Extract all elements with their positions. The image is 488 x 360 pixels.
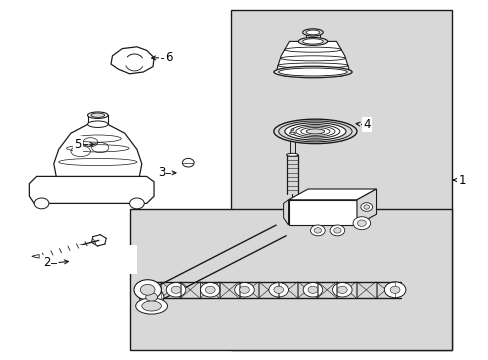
Bar (230, 10, 451, 350)
Ellipse shape (136, 298, 167, 314)
Polygon shape (29, 176, 154, 203)
Circle shape (337, 286, 346, 293)
Ellipse shape (142, 301, 161, 311)
Ellipse shape (278, 121, 351, 142)
Circle shape (357, 220, 366, 226)
Circle shape (140, 284, 155, 295)
Bar (220, 282, 238, 298)
Text: 6: 6 (164, 51, 172, 64)
Circle shape (145, 293, 157, 301)
Bar (376, 282, 394, 298)
Ellipse shape (302, 29, 323, 36)
Circle shape (273, 286, 283, 293)
Bar (24, 245, 137, 274)
Ellipse shape (305, 129, 324, 134)
Text: 2: 2 (42, 256, 50, 269)
Ellipse shape (289, 132, 295, 134)
Ellipse shape (278, 68, 346, 76)
Circle shape (34, 198, 49, 209)
Bar (129, 209, 451, 350)
Ellipse shape (295, 126, 334, 137)
Polygon shape (356, 189, 376, 225)
Bar (239, 282, 258, 298)
Circle shape (239, 286, 249, 293)
Ellipse shape (286, 153, 298, 156)
Ellipse shape (273, 66, 351, 78)
Bar (200, 282, 219, 298)
Polygon shape (283, 200, 288, 225)
Circle shape (352, 217, 370, 230)
Ellipse shape (298, 37, 327, 45)
Circle shape (303, 283, 322, 297)
Bar (298, 282, 316, 298)
Circle shape (171, 286, 181, 293)
Ellipse shape (302, 39, 323, 44)
Circle shape (307, 286, 317, 293)
Ellipse shape (87, 112, 108, 118)
Circle shape (129, 198, 144, 209)
Bar (161, 282, 180, 298)
Text: 5: 5 (74, 138, 82, 150)
Circle shape (333, 228, 340, 233)
Circle shape (109, 42, 160, 80)
Circle shape (234, 283, 254, 297)
Circle shape (389, 286, 399, 293)
Circle shape (332, 283, 351, 297)
Bar (356, 282, 375, 298)
Ellipse shape (300, 127, 329, 135)
Bar (181, 282, 199, 298)
Circle shape (134, 280, 161, 300)
Ellipse shape (273, 119, 356, 144)
Circle shape (166, 283, 185, 297)
Ellipse shape (91, 113, 104, 117)
Circle shape (329, 225, 344, 236)
Text: 4: 4 (362, 118, 370, 131)
Circle shape (384, 282, 405, 298)
Polygon shape (32, 255, 39, 258)
Bar (259, 282, 277, 298)
Circle shape (313, 228, 321, 233)
Polygon shape (54, 124, 142, 176)
Text: 3: 3 (157, 166, 165, 179)
Ellipse shape (290, 129, 293, 130)
Circle shape (200, 283, 220, 297)
Circle shape (360, 203, 372, 211)
Polygon shape (288, 189, 376, 200)
Bar (337, 282, 355, 298)
Circle shape (139, 288, 163, 306)
Circle shape (182, 158, 194, 167)
Ellipse shape (284, 123, 346, 140)
Circle shape (205, 286, 215, 293)
Ellipse shape (290, 125, 339, 138)
Text: 1: 1 (457, 174, 465, 186)
Bar (24, 83, 171, 202)
Ellipse shape (87, 121, 108, 127)
Bar (317, 282, 336, 298)
Bar (171, 158, 210, 194)
Bar (278, 282, 297, 298)
Circle shape (363, 205, 369, 209)
Circle shape (268, 283, 288, 297)
Polygon shape (111, 47, 154, 74)
Ellipse shape (305, 30, 319, 35)
Polygon shape (276, 41, 349, 72)
Circle shape (310, 225, 325, 236)
Polygon shape (288, 200, 356, 225)
